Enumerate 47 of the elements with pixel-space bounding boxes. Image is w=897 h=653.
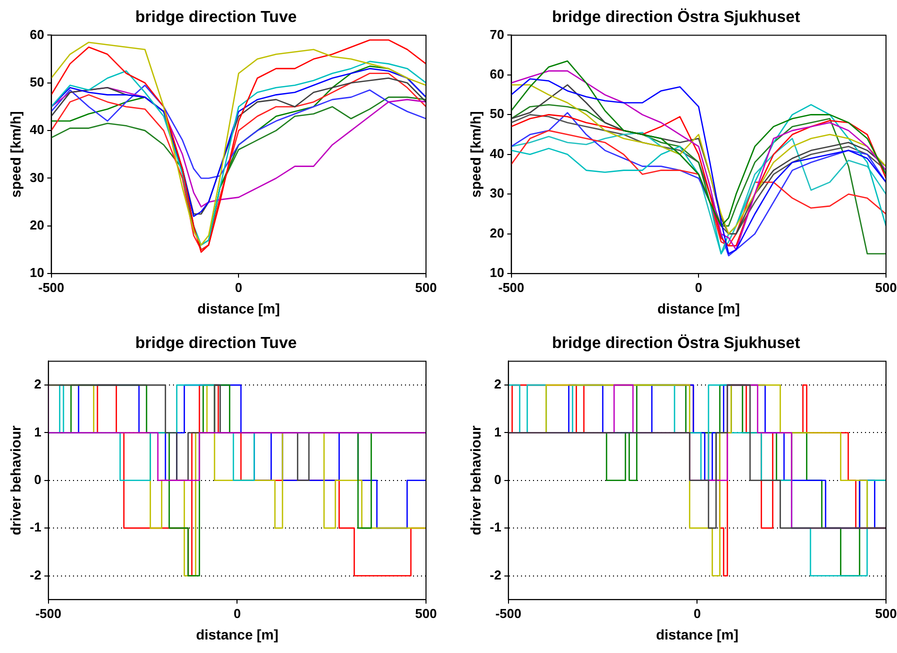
chart-title: bridge direction Östra Sjukhuset (552, 334, 801, 352)
y-tick-label: 50 (490, 106, 504, 122)
chart-title: bridge direction Tuve (135, 335, 297, 352)
x-tick-label: -500 (498, 280, 524, 295)
x-tick-label: -500 (35, 606, 62, 621)
x-tick-label: 500 (415, 606, 437, 621)
y-tick-label: 1 (34, 424, 42, 440)
y-axis-title: speed [km/h] (7, 111, 24, 198)
y-tick-label: -1 (30, 520, 42, 535)
y-tick-label: 30 (30, 170, 44, 185)
y-tick-label: -1 (490, 520, 502, 535)
y-tick-label: 1 (494, 424, 502, 440)
x-tick-label: 500 (415, 280, 437, 295)
x-tick-label: -500 (495, 606, 522, 621)
y-tick-label: -2 (490, 567, 502, 582)
y-tick-label: 50 (30, 74, 44, 90)
y-tick-label: 2 (494, 376, 502, 392)
x-tick-label: -500 (38, 280, 64, 295)
y-tick-label: 30 (490, 186, 504, 201)
x-tick-label: 0 (235, 280, 242, 295)
y-tick-label: 40 (30, 122, 44, 138)
y-tick-label: 70 (490, 26, 504, 42)
y-tick-label: 0 (494, 472, 502, 487)
chart-title: bridge direction Tuve (135, 9, 297, 26)
y-tick-label: 20 (30, 218, 44, 232)
y-tick-label: -2 (30, 567, 42, 582)
x-tick-label: 500 (875, 606, 897, 621)
y-axis-title: driver behaviour (7, 424, 24, 536)
x-axis-title: distance [m] (196, 626, 278, 642)
y-axis-title: driver behaviour (467, 424, 484, 536)
x-axis-title: distance [m] (656, 626, 738, 642)
x-tick-label: 500 (875, 280, 897, 295)
x-axis-title: distance [m] (657, 300, 740, 316)
x-tick-label: 0 (695, 280, 702, 295)
y-tick-label: 0 (34, 472, 42, 487)
y-tick-label: 40 (490, 146, 504, 161)
y-tick-label: 60 (30, 26, 44, 42)
y-tick-label: 2 (34, 376, 42, 392)
y-tick-label: 60 (490, 66, 504, 82)
y-tick-label: 10 (490, 265, 504, 280)
x-axis-title: distance [m] (197, 300, 280, 316)
x-tick-label: 0 (234, 606, 241, 621)
y-tick-label: 10 (30, 265, 44, 280)
y-axis-title: speed [km/h] (467, 111, 484, 198)
y-tick-label: 20 (490, 225, 504, 240)
chart-title: bridge direction Östra Sjukhuset (552, 8, 801, 26)
x-tick-label: 0 (694, 606, 701, 621)
